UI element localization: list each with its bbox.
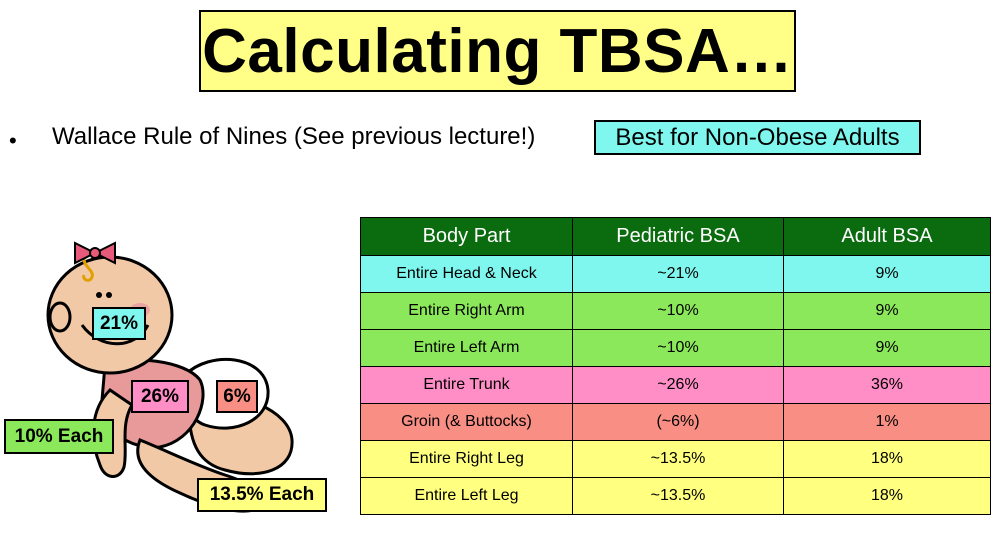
- leg-percent-label: 13.5% Each: [197, 478, 327, 512]
- body-part-cell: Entire Left Arm: [360, 329, 573, 367]
- pediatric-bsa-cell: ~13.5%: [572, 477, 784, 515]
- page-title: Calculating TBSA…: [199, 10, 796, 92]
- head-percent-label: 21%: [92, 307, 146, 340]
- pediatric-bsa-cell: (~6%): [572, 403, 784, 441]
- adult-bsa-cell: 18%: [783, 477, 991, 515]
- table-row: Entire Left Arm ~10% 9%: [360, 329, 991, 367]
- table-row: Entire Right Leg ~13.5% 18%: [360, 440, 991, 478]
- bullet-marker: •: [9, 128, 17, 153]
- body-part-cell: Entire Right Leg: [360, 440, 573, 478]
- column-header-pediatric-bsa: Pediatric BSA: [572, 217, 784, 256]
- table-row: Groin (& Buttocks) (~6%) 1%: [360, 403, 991, 441]
- table-row: Entire Trunk ~26% 36%: [360, 366, 991, 404]
- trunk-percent-label: 26%: [131, 380, 189, 413]
- column-header-body-part: Body Part: [360, 217, 573, 256]
- body-part-cell: Entire Trunk: [360, 366, 573, 404]
- adult-bsa-cell: 9%: [783, 329, 991, 367]
- pediatric-bsa-cell: ~13.5%: [572, 440, 784, 478]
- pediatric-bsa-cell: ~26%: [572, 366, 784, 404]
- bsa-table: Body Part Pediatric BSA Adult BSA Entire…: [360, 217, 991, 515]
- body-part-cell: Entire Left Leg: [360, 477, 573, 515]
- adult-bsa-cell: 9%: [783, 255, 991, 293]
- pediatric-bsa-cell: ~10%: [572, 292, 784, 330]
- adult-bsa-cell: 9%: [783, 292, 991, 330]
- body-part-cell: Entire Right Arm: [360, 292, 573, 330]
- body-part-cell: Groin (& Buttocks): [360, 403, 573, 441]
- table-header-row: Body Part Pediatric BSA Adult BSA: [360, 217, 991, 256]
- pediatric-bsa-cell: ~21%: [572, 255, 784, 293]
- table-row: Entire Right Arm ~10% 9%: [360, 292, 991, 330]
- pediatric-bsa-cell: ~10%: [572, 329, 784, 367]
- body-part-cell: Entire Head & Neck: [360, 255, 573, 293]
- adult-bsa-cell: 1%: [783, 403, 991, 441]
- table-row: Entire Head & Neck ~21% 9%: [360, 255, 991, 293]
- bullet-text: Wallace Rule of Nines (See previous lect…: [52, 123, 536, 150]
- adult-bsa-cell: 36%: [783, 366, 991, 404]
- column-header-adult-bsa: Adult BSA: [783, 217, 991, 256]
- adult-bsa-cell: 18%: [783, 440, 991, 478]
- arm-percent-label: 10% Each: [4, 419, 114, 454]
- callout-box: Best for Non-Obese Adults: [594, 120, 921, 155]
- table-row: Entire Left Leg ~13.5% 18%: [360, 477, 991, 515]
- groin-percent-label: 6%: [216, 380, 258, 413]
